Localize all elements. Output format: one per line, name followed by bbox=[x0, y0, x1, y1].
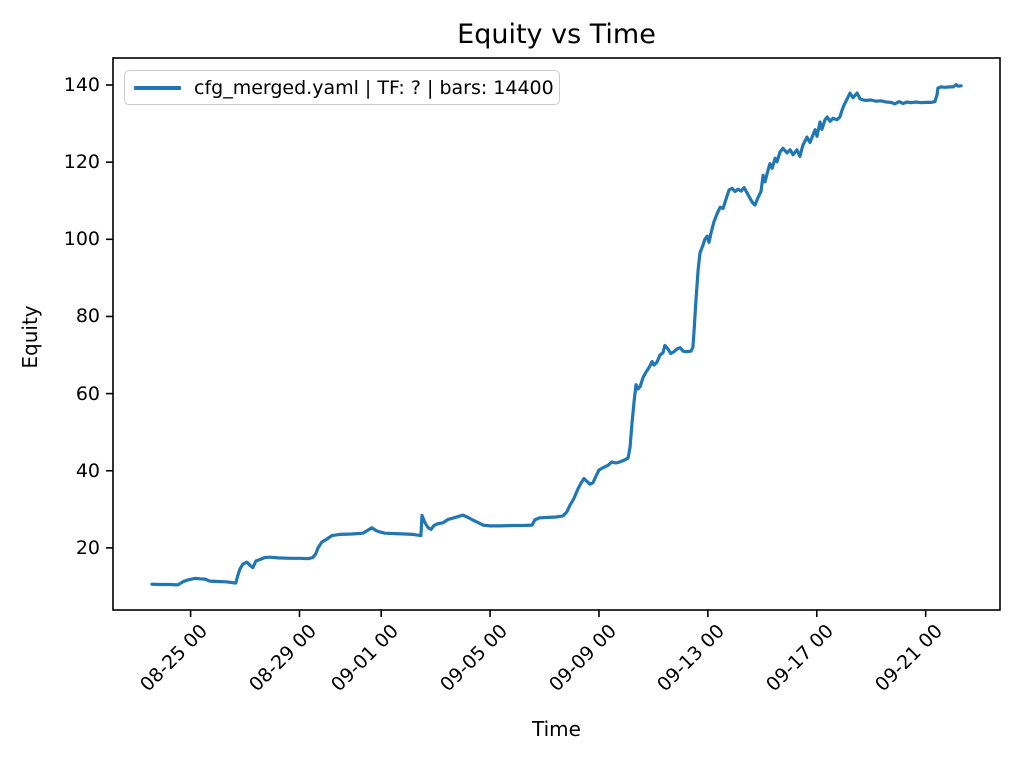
y-tick-label: 140 bbox=[63, 74, 100, 96]
y-tick-label: 120 bbox=[63, 151, 100, 174]
y-tick-label: 20 bbox=[75, 536, 100, 559]
y-tick-label: 100 bbox=[63, 228, 100, 251]
legend: cfg_merged.yaml | TF: ? | bars: 14400 bbox=[124, 70, 560, 105]
chart-title: Equity vs Time bbox=[457, 19, 656, 50]
y-tick-label: 40 bbox=[75, 459, 100, 482]
legend-line-swatch bbox=[134, 85, 181, 90]
y-tick-label: 60 bbox=[75, 382, 100, 405]
equity-series-line bbox=[150, 83, 963, 587]
y-tick-label: 80 bbox=[75, 305, 100, 328]
plot-frame bbox=[112, 57, 1001, 611]
legend-label: cfg_merged.yaml | TF: ? | bars: 14400 bbox=[194, 76, 554, 99]
x-axis-label: Time bbox=[532, 717, 581, 741]
